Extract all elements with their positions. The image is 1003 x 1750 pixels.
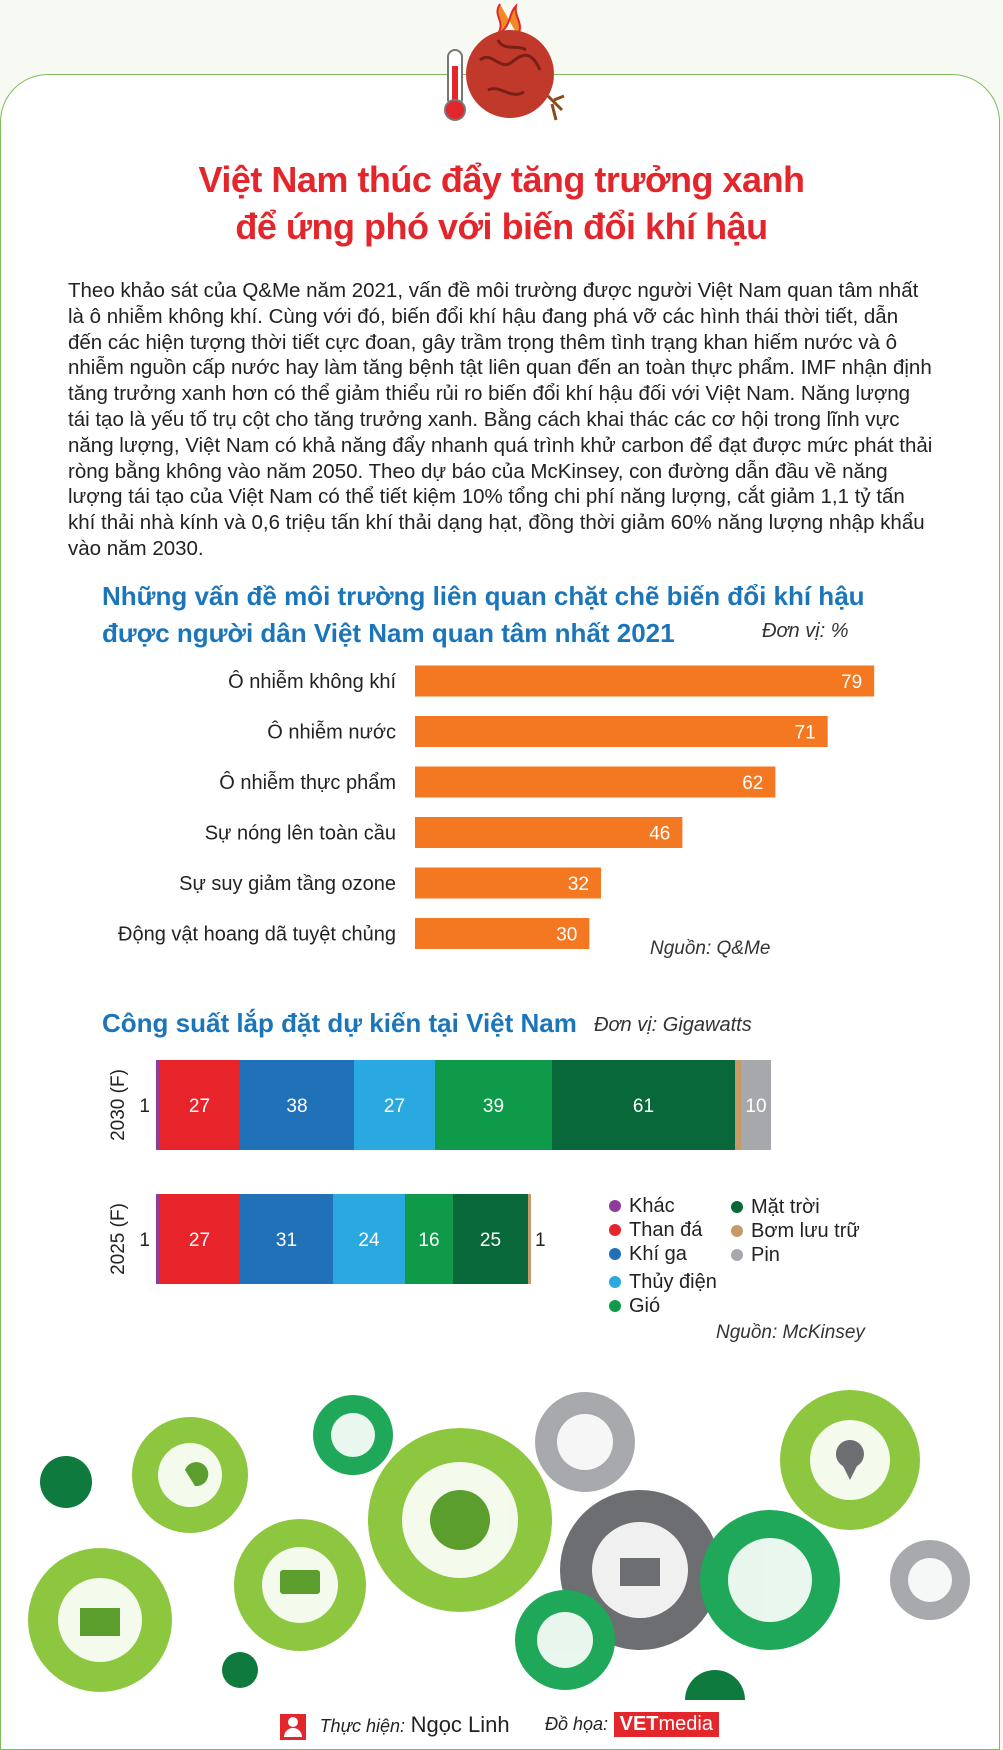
capacity-value-label: 39: [483, 1096, 504, 1117]
legend-label: Khí ga: [629, 1243, 688, 1265]
capacity-value-label: 10: [745, 1096, 766, 1117]
capacity-segment: [453, 1194, 528, 1284]
legend-label: Thủy điện: [629, 1271, 717, 1293]
vetmedia-logo-bold: VET: [619, 1713, 659, 1735]
author-name: Ngọc Linh: [410, 1712, 510, 1737]
concern-category-label: Sự suy giảm tầng ozone: [179, 873, 396, 895]
legend-marker: [731, 1201, 743, 1213]
green-gears-illustration: [28, 1390, 970, 1700]
capacity-segment: [735, 1060, 741, 1150]
capacity-value-label: 27: [189, 1230, 210, 1251]
vetmedia-logo: VETmedia: [613, 1712, 719, 1737]
capacity-year-label: 2030 (F): [108, 1069, 129, 1141]
capacity-value-label: 61: [633, 1096, 654, 1117]
concern-value-label: 79: [841, 672, 862, 693]
capacity-segment: [741, 1060, 771, 1150]
author-icon: [280, 1713, 306, 1740]
concern-category-label: Động vật hoang dã tuyệt chủng: [118, 924, 396, 946]
chart1-title: Những vấn đề môi trường liên quan chặt c…: [102, 578, 865, 652]
capacity-value-label: 1: [139, 1096, 150, 1117]
chart1-title-line-1: Những vấn đề môi trường liên quan chặt c…: [102, 581, 865, 611]
vetmedia-logo-rest: media: [658, 1713, 713, 1735]
legend-marker: [609, 1276, 621, 1288]
concern-bar: [415, 716, 828, 747]
capacity-segment: [159, 1060, 240, 1150]
capacity-value-label: 24: [358, 1230, 380, 1251]
capacity-value-label: 1: [535, 1230, 546, 1251]
capacity-segment: [528, 1194, 531, 1284]
capacity-value-label: 1: [139, 1230, 150, 1251]
capacity-value-label: 31: [276, 1230, 297, 1251]
legend-label: Than đá: [629, 1219, 703, 1241]
chart1-unit: Đơn vị: %: [762, 620, 849, 642]
legend-label: Pin: [751, 1244, 780, 1266]
concern-value-label: 71: [795, 723, 816, 744]
title-line-1: Việt Nam thúc đẩy tăng trưởng xanh: [198, 159, 805, 200]
graphics-credit: Đồ họa: VETmedia: [545, 1712, 719, 1742]
capacity-value-label: 16: [418, 1230, 439, 1251]
capacity-segment: [240, 1194, 333, 1284]
capacity-stacked-chart: 2030 (F)127382739612102025 (F)1273124162…: [108, 1060, 860, 1317]
intro-paragraph: Theo khảo sát của Q&Me năm 2021, vấn đề …: [68, 279, 933, 560]
legend-label: Bơm lưu trữ: [751, 1220, 860, 1242]
capacity-segment: [333, 1194, 405, 1284]
legend-marker: [731, 1225, 743, 1237]
capacity-segment: [552, 1060, 735, 1150]
capacity-segment: [354, 1060, 435, 1150]
capacity-segment: [435, 1060, 552, 1150]
capacity-segment: [240, 1060, 354, 1150]
legend-label: Gió: [629, 1295, 660, 1317]
capacity-segment: [405, 1194, 453, 1284]
legend-label: Mặt trời: [751, 1196, 820, 1218]
capacity-value-label: 25: [480, 1230, 501, 1251]
concern-bar: [415, 867, 601, 899]
chart2-unit: Đơn vị: Gigawatts: [594, 1014, 752, 1036]
title-line-2: để ứng phó với biến đổi khí hậu: [235, 206, 768, 247]
concern-value-label: 46: [649, 824, 670, 845]
concern-category-label: Ô nhiễm thực phẩm: [219, 771, 396, 794]
capacity-value-label: 27: [384, 1096, 405, 1117]
capacity-segment: [156, 1194, 159, 1284]
legend-marker: [609, 1300, 621, 1312]
concern-bar: [415, 817, 683, 848]
concern-category-label: Ô nhiễm nước: [267, 721, 396, 744]
concern-category-label: Sự nóng lên toàn cầu: [205, 823, 396, 845]
legend-marker: [609, 1248, 621, 1260]
concern-bar: [415, 665, 875, 697]
warming-globe-icon: [444, 3, 565, 121]
capacity-value-label: 27: [189, 1096, 210, 1117]
legend-marker: [609, 1200, 621, 1212]
graphics-label: Đồ họa:: [545, 1714, 609, 1734]
page-title: Việt Nam thúc đẩy tăng trưởng xanh để ứn…: [0, 156, 1003, 250]
concern-bar-chart: Ô nhiễm không khí 79 Ô nhiễm nước 71 Ô nhiễm…: [118, 665, 875, 949]
chart1-source: Nguồn: Q&Me: [650, 938, 771, 959]
capacity-year-label: 2025 (F): [108, 1203, 129, 1275]
chart2-title: Công suất lắp đặt dự kiến tại Việt Nam: [102, 1008, 577, 1038]
legend-marker: [731, 1249, 743, 1261]
author-credit: Thực hiện: Ngọc Linh: [280, 1712, 510, 1742]
concern-value-label: 32: [568, 874, 589, 895]
concern-bar: [415, 766, 776, 798]
author-label: Thực hiện:: [319, 1716, 406, 1736]
legend-marker: [609, 1224, 621, 1236]
concern-category-label: Ô nhiễm không khí: [228, 670, 396, 693]
chart2-source: Nguồn: McKinsey: [716, 1322, 865, 1343]
concern-value-label: 30: [556, 925, 577, 946]
concern-bar: [415, 918, 590, 949]
concern-value-label: 62: [742, 773, 763, 794]
capacity-segment: [156, 1060, 159, 1150]
chart1-title-line-2: được người dân Việt Nam quan tâm nhất 20…: [102, 618, 675, 648]
capacity-value-label: 38: [286, 1096, 307, 1117]
legend-label: Khác: [629, 1195, 675, 1217]
capacity-segment: [159, 1194, 240, 1284]
